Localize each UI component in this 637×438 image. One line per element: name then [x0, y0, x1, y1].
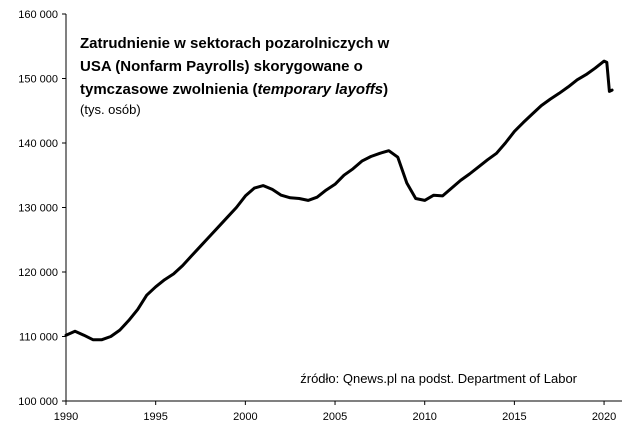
x-tick-label-6: 2020	[592, 411, 616, 423]
chart-subtitle: (tys. osób)	[80, 102, 141, 117]
title-line-2-part-2: )	[383, 81, 388, 98]
x-tick-label-3: 2005	[323, 411, 347, 423]
series-layer	[64, 59, 614, 342]
title-line-1: USA (Nonfarm Payrolls) skorygowane o	[80, 58, 363, 75]
source-note: źródło: Qnews.pl na podst. Department of…	[300, 371, 577, 386]
x-tick-label-2: 2000	[233, 411, 257, 423]
x-ticks: 1990 1995 2000 2005 2010 2015 2020	[54, 401, 616, 423]
title-line-0: Zatrudnienie w sektorach pozarolniczych …	[80, 35, 390, 52]
title-line-1-part-0: USA (Nonfarm Payrolls) skorygowane o	[80, 58, 363, 75]
x-tick-label-1: 1995	[143, 411, 167, 423]
y-tick-label-0: 100 000	[18, 396, 58, 408]
y-tick-label-6: 160 000	[18, 9, 58, 21]
y-tick-label-5: 150 000	[18, 74, 58, 86]
title-line-2: tymczasowe zwolnienia (temporary layoffs…	[80, 81, 388, 98]
y-tick-label-1: 110 000	[19, 332, 58, 344]
title-line-2-part-0: tymczasowe zwolnienia (	[80, 81, 258, 98]
y-ticks: 100 000 110 000 120 000 130 000 140 000 150 0…	[18, 9, 66, 408]
x-tick-label-0: 1990	[54, 411, 78, 423]
series-line-0	[64, 59, 614, 342]
chart-title: Zatrudnienie w sektorach pozarolniczych …	[80, 35, 390, 98]
y-tick-label-4: 140 000	[18, 138, 58, 150]
y-tick-label-2: 120 000	[18, 267, 58, 279]
title-line-0-part-0: Zatrudnienie w sektorach pozarolniczych …	[80, 35, 390, 52]
x-tick-label-5: 2015	[502, 411, 526, 423]
x-tick-label-4: 2010	[412, 411, 436, 423]
title-line-2-part-1: temporary layoffs	[258, 81, 384, 98]
y-tick-label-3: 130 000	[18, 203, 58, 215]
